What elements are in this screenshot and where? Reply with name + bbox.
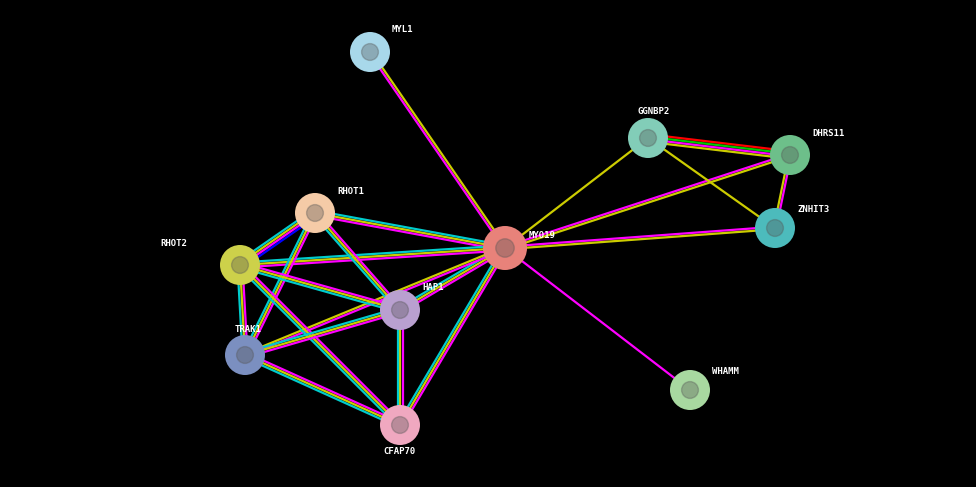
Text: DHRS11: DHRS11 <box>812 129 844 137</box>
Circle shape <box>628 118 668 158</box>
Text: HAP1: HAP1 <box>422 283 443 293</box>
Circle shape <box>295 193 335 233</box>
Text: WHAMM: WHAMM <box>712 368 739 376</box>
Circle shape <box>391 416 408 433</box>
Text: ZNHIT3: ZNHIT3 <box>797 206 830 214</box>
Circle shape <box>782 147 798 164</box>
Circle shape <box>391 301 408 318</box>
Circle shape <box>361 44 379 60</box>
Circle shape <box>350 32 390 72</box>
Circle shape <box>770 135 810 175</box>
Text: RHOT2: RHOT2 <box>160 239 186 247</box>
Circle shape <box>220 245 260 285</box>
Circle shape <box>225 335 265 375</box>
Text: CFAP70: CFAP70 <box>384 447 416 455</box>
Text: GGNBP2: GGNBP2 <box>638 108 671 116</box>
Circle shape <box>681 382 699 398</box>
Text: MYO19: MYO19 <box>529 231 556 241</box>
Circle shape <box>380 290 420 330</box>
Circle shape <box>483 226 527 270</box>
Circle shape <box>670 370 710 410</box>
Text: RHOT1: RHOT1 <box>337 187 364 195</box>
Circle shape <box>306 205 323 222</box>
Circle shape <box>236 347 254 363</box>
Circle shape <box>766 220 784 236</box>
Circle shape <box>639 130 657 147</box>
Circle shape <box>755 208 795 248</box>
Text: MYL1: MYL1 <box>392 25 414 35</box>
Circle shape <box>496 239 514 257</box>
Text: TRAK1: TRAK1 <box>235 324 262 334</box>
Circle shape <box>231 257 249 273</box>
Circle shape <box>380 405 420 445</box>
